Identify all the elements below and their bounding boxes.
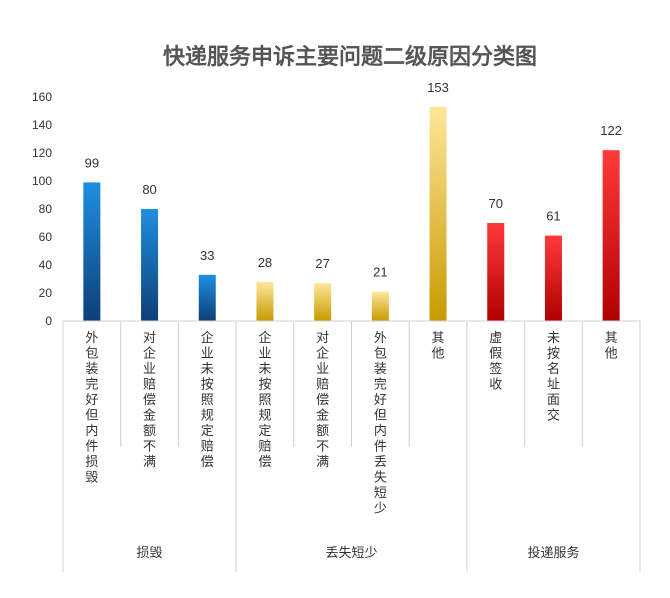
y-tick-label: 0 (45, 314, 52, 328)
group-label: 投递服务 (527, 545, 579, 561)
y-tick-label: 140 (32, 118, 52, 132)
chart-title: 快递服务申诉主要问题二级原因分类图 (163, 44, 537, 70)
x-tick-label: 外包装完好但内件丢失短少 (374, 331, 387, 517)
bar (544, 235, 562, 321)
category-groups: 损毁 丢失短少 投递服务 (137, 545, 580, 561)
bar (371, 291, 389, 321)
y-tick-label: 60 (39, 230, 53, 244)
bar-value-label: 153 (427, 80, 449, 95)
x-tick-label: 其他 (605, 331, 618, 362)
y-tick-label: 40 (39, 258, 53, 272)
bars: 99 80 33 28 27 21 153 70 61 122 (83, 80, 622, 321)
x-tick-label: 其他 (432, 331, 445, 362)
bar-value-label: 122 (600, 123, 622, 138)
bar (83, 182, 101, 321)
bar-value-label: 33 (200, 248, 214, 263)
group-label: 损毁 (137, 546, 163, 561)
y-tick-label: 80 (39, 202, 53, 216)
x-tick-label: 企业未按照规定赔偿 (258, 330, 271, 470)
x-tick-label: 对企业赔偿金额不满 (316, 331, 329, 470)
bar-value-label: 80 (142, 182, 156, 197)
bar-value-label: 27 (315, 256, 329, 271)
bar (141, 209, 159, 321)
y-tick-label: 20 (39, 286, 53, 300)
bar (429, 106, 447, 321)
bar-value-label: 28 (258, 255, 272, 270)
x-tick-label: 虚假签收 (489, 331, 502, 393)
bar (198, 274, 216, 321)
bar-value-label: 61 (546, 209, 560, 224)
x-tick-label: 企业未按照规定赔偿 (201, 330, 214, 470)
x-tick-label: 外包装完好但内件损毁 (85, 331, 98, 486)
bar (487, 223, 505, 321)
x-axis: 外包装完好但内件损毁 对企业赔偿金额不满 企业未按照规定赔偿 企业未按照规定赔偿 对企业… (62, 320, 641, 572)
group-label: 丢失短少 (325, 546, 377, 561)
y-tick-label: 100 (32, 174, 52, 188)
bar-value-label: 21 (373, 265, 387, 280)
bar (256, 281, 274, 321)
x-tick-label: 未按名址面交 (547, 331, 560, 424)
bar (602, 150, 620, 321)
x-tick-label: 对企业赔偿金额不满 (143, 331, 156, 470)
bar (314, 283, 332, 321)
bar-value-label: 99 (85, 155, 99, 170)
bar-value-label: 70 (489, 196, 503, 211)
y-axis: 0 20 40 60 80 100 120 140 160 (32, 90, 52, 328)
y-tick-label: 120 (32, 146, 52, 160)
y-tick-label: 160 (32, 90, 52, 104)
